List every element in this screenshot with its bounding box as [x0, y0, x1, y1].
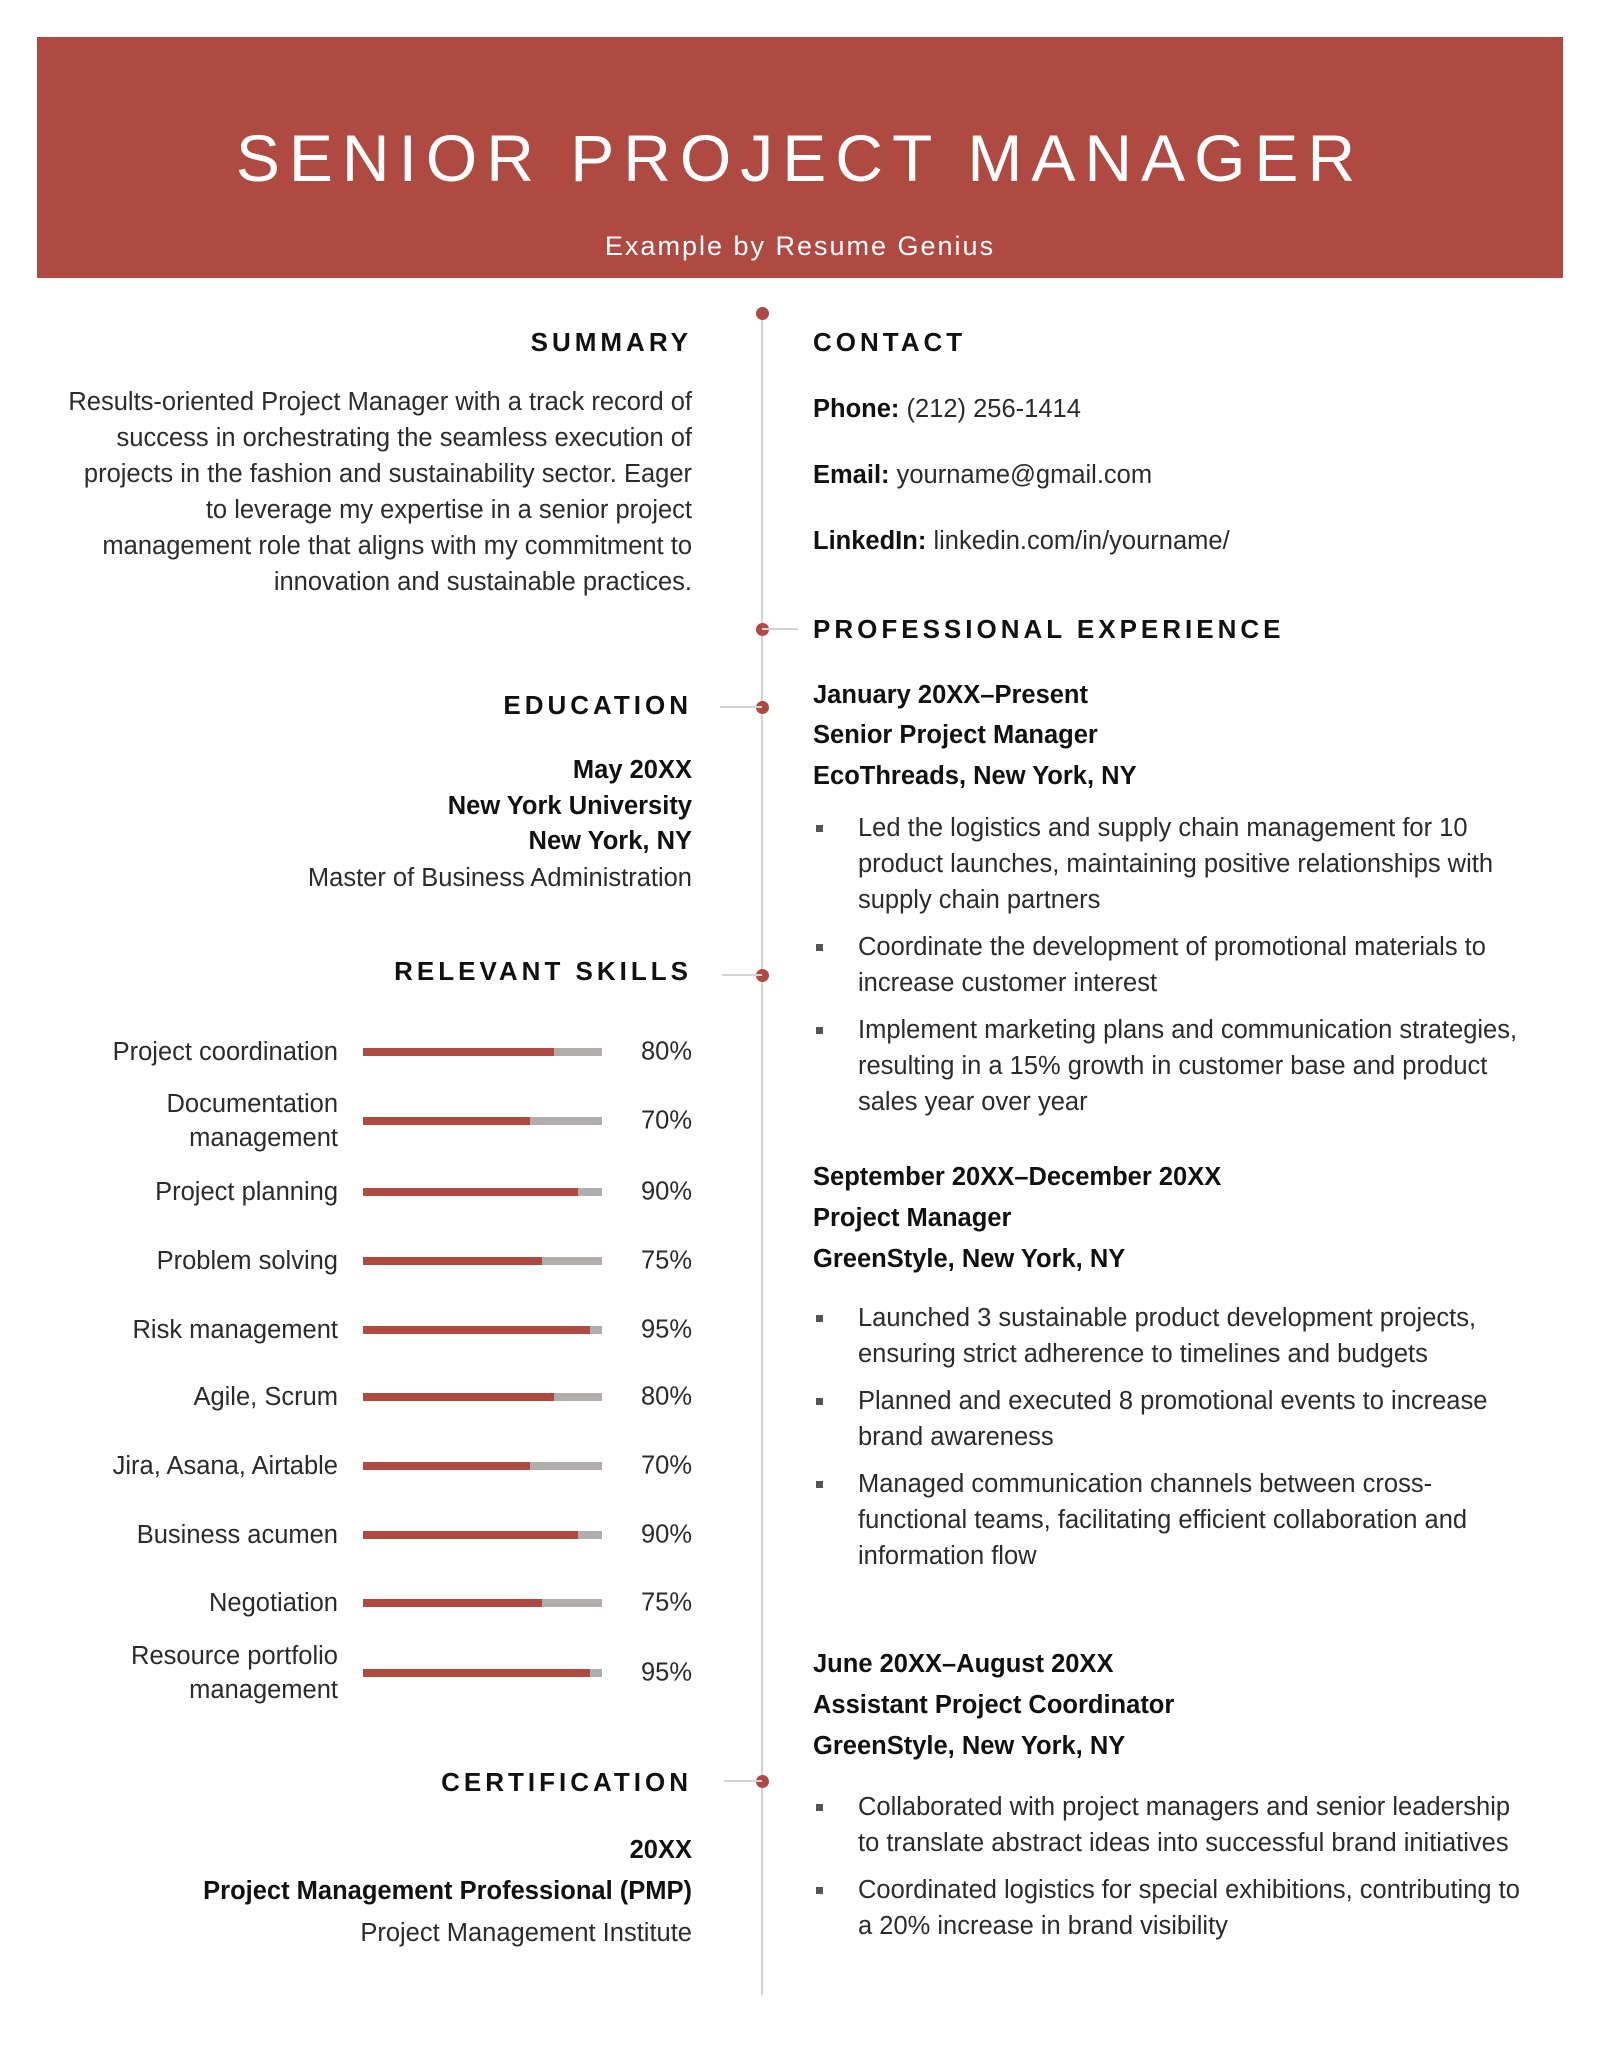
timeline-connector	[724, 1780, 762, 1782]
skill-label: Documentation management	[166, 1090, 338, 1152]
education-location: New York, NY	[528, 827, 692, 855]
job-bullet: Collaborated with project managers and s…	[813, 1789, 1533, 1861]
skill-bar	[363, 1257, 602, 1265]
education-degree: Master of Business Administration	[307, 864, 692, 892]
education-date: May 20XX	[572, 756, 692, 784]
phone-label: Phone:	[813, 395, 900, 423]
skill-percent: 95%	[640, 1658, 692, 1687]
skill-bar-fill	[363, 1669, 591, 1677]
education-school: New York University	[447, 792, 692, 820]
contact-heading: CONTACT	[813, 327, 967, 357]
skill-bar-fill	[363, 1117, 531, 1125]
skill-percent: 90%	[640, 1520, 692, 1549]
contact-phone: Phone: (212) 256-1414	[813, 391, 1081, 427]
certification-date: 20XX	[629, 1836, 692, 1864]
job-company: GreenStyle, New York, NY	[813, 1245, 1126, 1273]
job-dates: June 20XX–August 20XX	[813, 1650, 1114, 1678]
skill-bar-fill	[363, 1326, 591, 1334]
linkedin-value[interactable]: linkedin.com/in/yourname/	[933, 527, 1230, 555]
job-dates: September 20XX–December 20XX	[813, 1163, 1222, 1191]
timeline-line	[761, 313, 763, 1995]
job-bullets: Collaborated with project managers and s…	[813, 1789, 1533, 1955]
resume-header: SENIOR PROJECT MANAGER Example by Resume…	[37, 37, 1563, 278]
skill-percent: 70%	[640, 1451, 692, 1480]
skill-bar	[363, 1326, 602, 1334]
skill-percent: 75%	[640, 1588, 692, 1617]
timeline-dot	[756, 969, 769, 982]
timeline-dot	[756, 701, 769, 714]
job-bullet: Coordinated logistics for special exhibi…	[813, 1872, 1533, 1944]
skill-bar-fill	[363, 1599, 543, 1607]
resume-subtitle: Example by Resume Genius	[604, 231, 996, 261]
resume-title: SENIOR PROJECT MANAGER	[235, 121, 1365, 195]
skill-percent: 90%	[640, 1177, 692, 1206]
job-dates: January 20XX–Present	[813, 681, 1088, 709]
job-bullet: Planned and executed 8 promotional event…	[813, 1383, 1533, 1455]
phone-value: (212) 256-1414	[906, 395, 1081, 423]
timeline-connector	[720, 706, 762, 708]
timeline-connector	[722, 974, 762, 976]
job-bullet: Led the logistics and supply chain manag…	[813, 810, 1533, 918]
skill-bar	[363, 1393, 602, 1401]
skill-label: Resource portfolio management	[131, 1642, 338, 1704]
job-bullet: Launched 3 sustainable product developme…	[813, 1300, 1533, 1372]
skill-bar	[363, 1531, 602, 1539]
job-bullet: Coordinate the development of promotiona…	[813, 929, 1533, 1001]
email-label: Email:	[813, 461, 890, 489]
summary-text: Results-oriented Project Manager with a …	[68, 388, 692, 596]
job-title: Assistant Project Coordinator	[813, 1691, 1175, 1719]
skill-label: Negotiation	[208, 1589, 338, 1617]
certification-heading: CERTIFICATION	[441, 1767, 692, 1797]
certification-name: Project Management Professional (PMP)	[203, 1877, 692, 1905]
skill-bar	[363, 1048, 602, 1056]
education-heading: EDUCATION	[503, 690, 692, 720]
contact-linkedin: LinkedIn: linkedin.com/in/yourname/	[813, 523, 1230, 559]
job-bullet: Implement marketing plans and communicat…	[813, 1012, 1533, 1120]
skill-bar	[363, 1462, 602, 1470]
skill-percent: 75%	[640, 1246, 692, 1275]
skill-bar	[363, 1599, 602, 1607]
job-bullet: Managed communication channels between c…	[813, 1466, 1533, 1574]
timeline-dot	[756, 1775, 769, 1788]
certification-issuer: Project Management Institute	[360, 1919, 692, 1947]
skill-bar-fill	[363, 1188, 579, 1196]
skill-bar	[363, 1188, 602, 1196]
skill-bar	[363, 1117, 602, 1125]
job-company: EcoThreads, New York, NY	[813, 762, 1137, 790]
skill-bar-fill	[363, 1462, 531, 1470]
skill-percent: 70%	[640, 1106, 692, 1135]
skill-bar	[363, 1669, 602, 1677]
skill-bar-fill	[363, 1048, 555, 1056]
experience-heading: PROFESSIONAL EXPERIENCE	[813, 614, 1285, 644]
skill-label: Project coordination	[112, 1038, 338, 1066]
skill-label: Agile, Scrum	[193, 1383, 338, 1411]
skill-bar-fill	[363, 1393, 555, 1401]
contact-email: Email: yourname@gmail.com	[813, 457, 1152, 493]
job-company: GreenStyle, New York, NY	[813, 1732, 1126, 1760]
skill-percent: 80%	[640, 1037, 692, 1066]
skill-label: Business acumen	[136, 1521, 338, 1549]
job-title: Senior Project Manager	[813, 721, 1098, 749]
skill-percent: 80%	[640, 1382, 692, 1411]
skills-heading: RELEVANT SKILLS	[394, 956, 692, 986]
skill-label: Project planning	[155, 1178, 338, 1206]
skill-label: Problem solving	[156, 1247, 338, 1275]
skill-bar-fill	[363, 1531, 579, 1539]
email-value[interactable]: yourname@gmail.com	[896, 461, 1153, 489]
job-title: Project Manager	[813, 1204, 1012, 1232]
skill-label: Jira, Asana, Airtable	[112, 1452, 338, 1480]
skill-percent: 95%	[640, 1315, 692, 1344]
linkedin-label: LinkedIn:	[813, 527, 927, 555]
skill-bar-fill	[363, 1257, 543, 1265]
timeline-dot	[756, 307, 769, 320]
summary-heading: SUMMARY	[530, 327, 692, 357]
skill-label: Risk management	[132, 1316, 338, 1344]
timeline-connector	[762, 628, 798, 630]
job-bullets: Launched 3 sustainable product developme…	[813, 1300, 1533, 1585]
job-bullets: Led the logistics and supply chain manag…	[813, 810, 1533, 1131]
